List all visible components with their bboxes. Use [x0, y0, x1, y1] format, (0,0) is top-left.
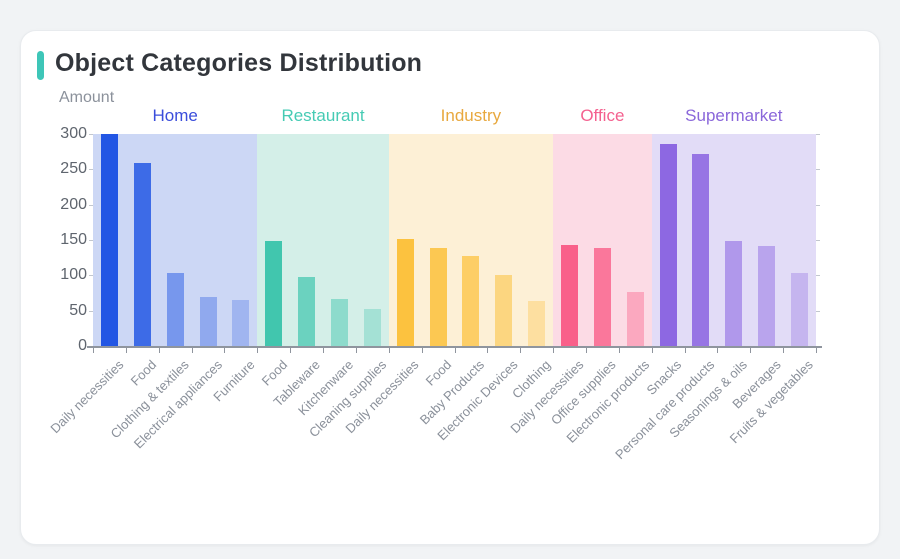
y-axis-tick-left [89, 310, 93, 312]
x-axis-tick [421, 348, 423, 353]
x-axis-tick [750, 348, 752, 353]
bar-office-daily-necessities[interactable] [561, 244, 579, 346]
y-axis-tick-right [816, 134, 820, 135]
y-tick-label: 300 [60, 125, 87, 142]
y-tick-label: 50 [69, 301, 87, 319]
y-axis-tick-right [816, 240, 820, 241]
group-label-industry: Industry [440, 106, 502, 125]
title-accent-bar [37, 51, 44, 80]
bar-home-furniture[interactable] [232, 300, 250, 346]
x-axis-tick [651, 348, 653, 353]
bar-industry-daily-necessities[interactable] [396, 239, 414, 346]
bar-industry-electronic-devices[interactable] [495, 275, 513, 346]
x-axis-tick [191, 348, 193, 353]
bar-supermarket-seasonings-oils[interactable] [725, 240, 743, 346]
x-axis-tick [224, 348, 226, 353]
bar-restaurant-kitchenware[interactable] [330, 299, 348, 346]
x-axis-tick [454, 348, 456, 353]
chart-title: Object Categories Distribution [55, 49, 423, 77]
y-axis-tick-left [89, 204, 93, 206]
y-axis-tick-left [89, 134, 93, 135]
y-axis-tick-left [89, 240, 93, 241]
x-axis-tick [487, 348, 489, 353]
group-label-office: Office [580, 106, 625, 125]
bar-industry-food[interactable] [429, 247, 447, 346]
bar-office-office-supplies[interactable] [593, 247, 611, 346]
group-label-supermarket: Supermarket [685, 106, 783, 125]
y-tick-label: 100 [60, 266, 87, 284]
x-axis-tick [158, 348, 160, 353]
x-axis-tick [684, 348, 686, 353]
y-tick-label: 150 [60, 231, 87, 248]
y-tick-label: 250 [60, 160, 87, 178]
y-axis-tick-left [89, 169, 93, 171]
bar-industry-clothing[interactable] [528, 300, 546, 346]
bar-supermarket-personal-care-products[interactable] [692, 153, 710, 346]
x-axis-tick [717, 348, 719, 353]
bar-office-electronic-products[interactable] [626, 292, 644, 346]
bar-home-clothing-textiles[interactable] [166, 273, 184, 346]
x-axis-tick [618, 348, 620, 353]
y-axis-tick-right [816, 310, 820, 312]
bar-restaurant-food[interactable] [265, 240, 283, 346]
y-tick-label: 0 [78, 337, 87, 354]
x-axis-tick [585, 348, 587, 353]
bar-home-electrical-appliances[interactable] [199, 296, 217, 346]
y-axis-tick-left [89, 275, 93, 277]
x-axis-tick [520, 348, 522, 353]
y-axis-tick-right [816, 204, 820, 206]
bar-home-daily-necessities[interactable] [100, 134, 118, 346]
x-axis-tick [783, 348, 785, 353]
bar-supermarket-fruits-vegetables[interactable] [791, 273, 809, 346]
bar-restaurant-cleaning-supplies[interactable] [363, 309, 381, 346]
bar-supermarket-beverages[interactable] [758, 246, 776, 346]
x-axis-tick [553, 348, 555, 353]
x-axis-tick [816, 348, 817, 353]
bar-restaurant-tableware[interactable] [298, 276, 316, 346]
x-axis-tick [93, 348, 94, 353]
x-axis-tick [290, 348, 292, 353]
y-tick-label: 200 [60, 195, 87, 213]
y-axis-title: Amount [59, 89, 115, 106]
group-label-restaurant: Restaurant [281, 106, 365, 125]
group-band-home [93, 134, 258, 346]
x-axis-tick [257, 348, 259, 353]
bar-chart-plot: 0 50 100 150 200 250 300 Home Daily necessities F… [21, 31, 881, 546]
bar-supermarket-snacks[interactable] [659, 143, 677, 346]
x-axis-tick [355, 348, 357, 353]
x-axis-tick [125, 348, 127, 353]
y-axis-tick-right [816, 169, 820, 171]
bar-industry-baby-products[interactable] [462, 256, 480, 346]
bar-home-food[interactable] [133, 162, 151, 346]
x-axis-line [87, 346, 822, 348]
y-axis-tick-right [816, 275, 820, 277]
x-axis-tick [388, 348, 390, 353]
x-axis-tick [323, 348, 325, 353]
group-label-home: Home [152, 106, 198, 125]
